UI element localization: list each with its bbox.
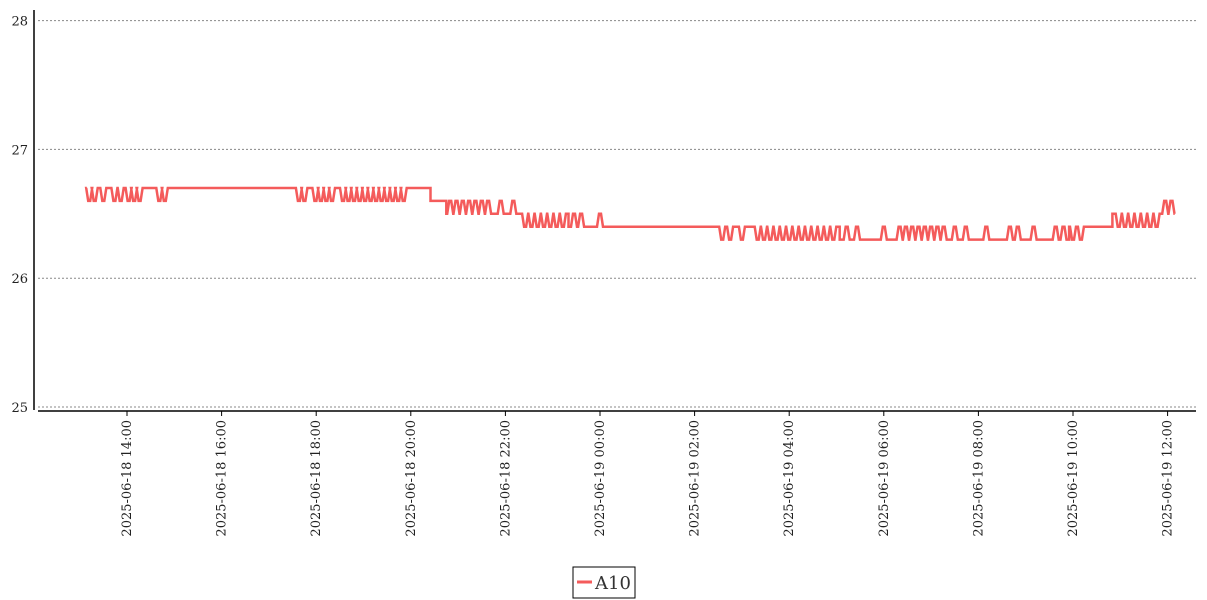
axes: [33, 10, 1196, 412]
x-tick-label: 2025-06-18 22:00: [498, 420, 513, 537]
x-tick-label: 2025-06-19 08:00: [971, 420, 986, 537]
y-ticks: 25 26 27 28: [11, 15, 28, 416]
series-lines: [84, 186, 1176, 241]
x-tick-label: 2025-06-19 00:00: [593, 420, 608, 537]
x-tick-label: 2025-06-18 18:00: [309, 420, 324, 537]
x-tick-label: 2025-06-19 06:00: [877, 420, 892, 537]
y-tick-label: 25: [11, 401, 28, 416]
x-tick-label: 2025-06-19 02:00: [688, 420, 703, 537]
y-tick-label: 28: [11, 15, 28, 30]
legend-label-a10: A10: [594, 573, 631, 594]
series-line-a10: [84, 186, 1176, 241]
y-tick-label: 27: [11, 143, 28, 158]
x-tick-label: 2025-06-19 04:00: [782, 420, 797, 537]
legend[interactable]: A10: [572, 566, 636, 599]
x-tick-label: 2025-06-19 10:00: [1066, 420, 1081, 537]
legend-box: [572, 566, 636, 599]
x-tick-label: 2025-06-18 20:00: [404, 420, 419, 537]
y-tick-label: 26: [11, 272, 28, 287]
x-tick-label: 2025-06-18 16:00: [215, 420, 230, 537]
x-tick-label: 2025-06-19 12:00: [1161, 420, 1176, 537]
x-tick-label: 2025-06-18 14:00: [120, 420, 135, 537]
y-gridlines: [38, 20, 1196, 408]
x-ticks: 2025-06-18 14:00 2025-06-18 16:00 2025-06-…: [120, 411, 1176, 537]
